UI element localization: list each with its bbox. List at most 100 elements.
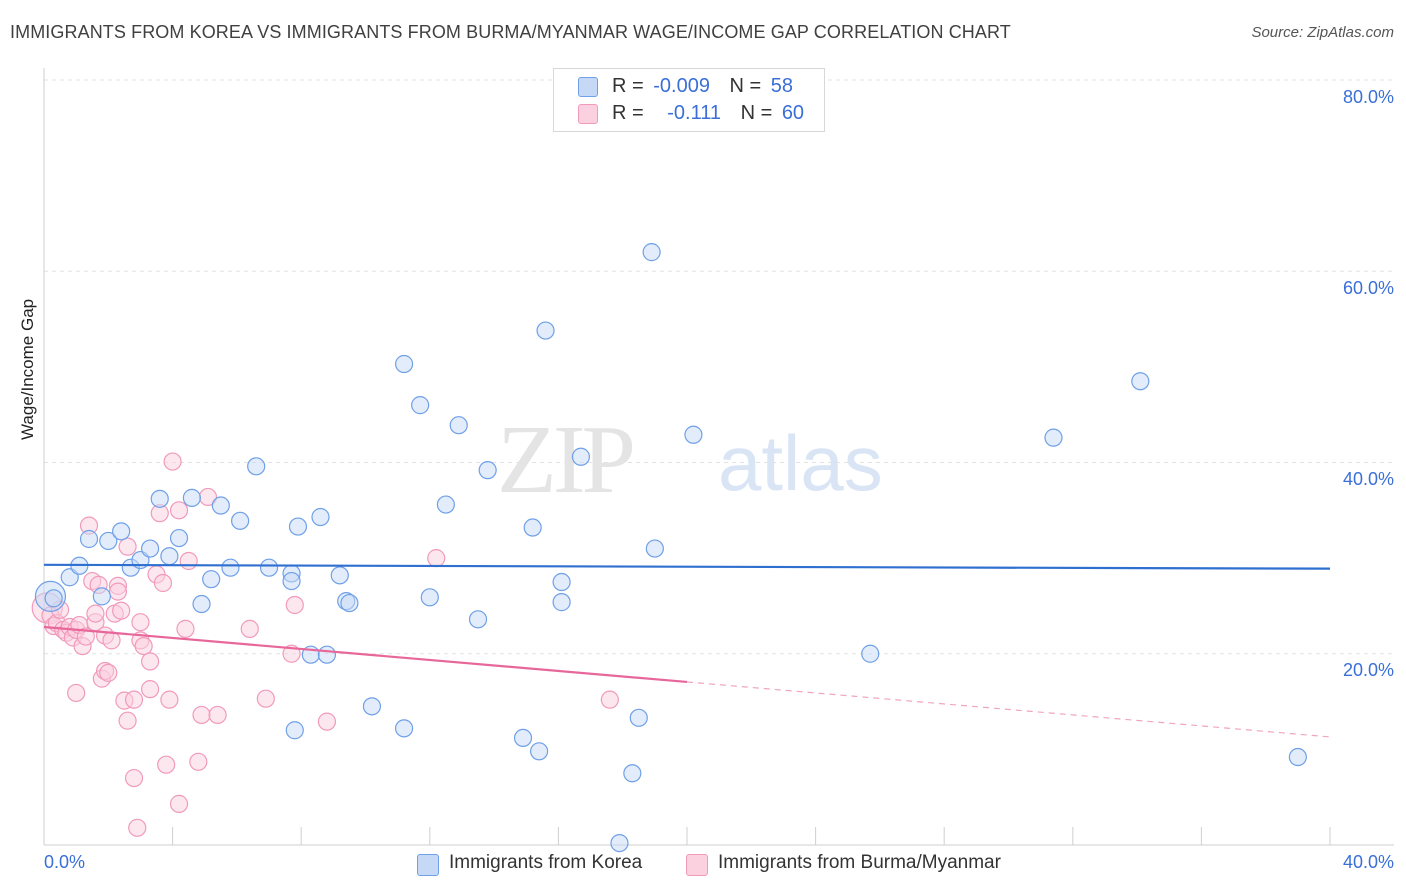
korea-point <box>79 529 99 549</box>
korea-point <box>861 644 880 663</box>
burma-point <box>108 582 128 601</box>
burma-trend-extension <box>686 681 1331 738</box>
burma-trend-line <box>43 625 688 684</box>
legend-r-value: -0.111 <box>667 102 721 124</box>
korea-point <box>536 321 555 340</box>
series-legend: Immigrants from Korea Immigrants from Bu… <box>0 850 1406 878</box>
korea-trend-line <box>43 563 1331 570</box>
korea-point <box>311 507 330 527</box>
korea-point <box>202 570 221 589</box>
korea-point <box>394 719 414 738</box>
korea-point <box>221 558 240 577</box>
burma-point <box>179 551 198 571</box>
burma-point <box>140 680 160 699</box>
korea-point <box>642 243 661 262</box>
korea-point <box>160 547 179 566</box>
korea-point <box>140 539 160 558</box>
burma-point <box>153 573 173 593</box>
korea-point <box>362 697 382 716</box>
burma-point <box>176 619 195 638</box>
y-tick-label: 80.0% <box>1342 87 1394 107</box>
korea-point <box>44 589 63 608</box>
legend-label-burma: Immigrants from Burma/Myanmar <box>718 852 1001 873</box>
legend-label-korea: Immigrants from Korea <box>449 852 643 873</box>
korea-point <box>150 489 169 508</box>
legend-r-label: R = <box>612 102 644 124</box>
burma-point <box>163 452 182 471</box>
y-axis-label: Wage/Income Gap <box>18 298 37 440</box>
korea-point <box>340 593 359 613</box>
korea-point <box>192 594 211 614</box>
korea-point <box>411 396 430 415</box>
korea-point <box>1044 428 1063 447</box>
burma-point <box>140 652 160 671</box>
burma-point <box>99 663 118 682</box>
korea-point <box>420 588 439 607</box>
burma-point <box>160 690 179 709</box>
burma-point <box>128 818 147 837</box>
korea-point <box>247 457 266 476</box>
x-tick-label-max: 40.0% <box>1342 852 1394 872</box>
korea-point <box>449 416 468 435</box>
korea-point <box>530 742 549 761</box>
burma-point <box>67 683 86 703</box>
korea-point <box>231 511 250 530</box>
korea-point <box>513 728 533 748</box>
chart-source: Source: ZipAtlas.com <box>1251 24 1394 41</box>
burma-point <box>134 636 153 656</box>
burma-point <box>285 595 304 615</box>
legend-n-value: 60 <box>781 102 805 124</box>
trend-lines <box>43 563 1331 738</box>
burma-point <box>112 601 131 620</box>
burma-point <box>317 712 337 731</box>
y-tick-label: 40.0% <box>1342 469 1394 489</box>
chart-title: IMMIGRANTS FROM KOREA VS IMMIGRANTS FROM… <box>10 22 1011 42</box>
legend-swatch-burma <box>686 854 708 876</box>
burma-point <box>86 604 105 623</box>
korea-point <box>317 645 337 664</box>
burma-point <box>118 711 137 730</box>
legend-swatch-korea <box>578 77 598 97</box>
korea-point <box>645 539 664 558</box>
korea-point <box>259 558 279 577</box>
korea-point <box>552 572 571 592</box>
series-korea-points <box>34 243 1307 853</box>
burma-point <box>157 755 176 774</box>
korea-point <box>169 528 189 548</box>
korea-point <box>282 571 301 591</box>
burma-point <box>124 690 144 709</box>
burma-point <box>131 613 150 632</box>
korea-point <box>468 610 488 629</box>
korea-point <box>330 566 349 585</box>
burma-point <box>240 619 259 638</box>
burma-point <box>169 794 189 813</box>
burma-point <box>118 537 137 556</box>
legend-swatch-korea <box>417 854 439 876</box>
korea-point <box>182 488 201 507</box>
korea-point <box>211 496 230 515</box>
burma-point <box>102 631 121 650</box>
burma-point <box>76 627 95 646</box>
burma-point <box>124 768 144 788</box>
korea-point <box>288 517 308 536</box>
watermark: ZIP atlas <box>497 406 883 514</box>
axes <box>43 68 1394 846</box>
watermark-zip: ZIP <box>497 406 632 514</box>
korea-point <box>1131 372 1150 391</box>
korea-point <box>99 531 118 551</box>
x-tick-label-min: 0.0% <box>44 852 86 872</box>
burma-point <box>208 705 227 725</box>
korea-point <box>610 833 629 853</box>
legend-n-label: N = <box>740 102 773 124</box>
korea-point <box>571 447 591 466</box>
burma-point <box>189 752 208 771</box>
korea-point <box>394 354 414 374</box>
burma-point <box>192 705 211 725</box>
burma-point <box>427 549 446 568</box>
korea-point <box>436 495 455 514</box>
y-tick-label: 20.0% <box>1342 660 1394 680</box>
correlation-legend: R = -0.009 N = 58 R = -0.111 N = 60 <box>553 68 825 132</box>
y-tick-label: 60.0% <box>1342 278 1394 298</box>
legend-r-label: R = <box>612 75 644 97</box>
